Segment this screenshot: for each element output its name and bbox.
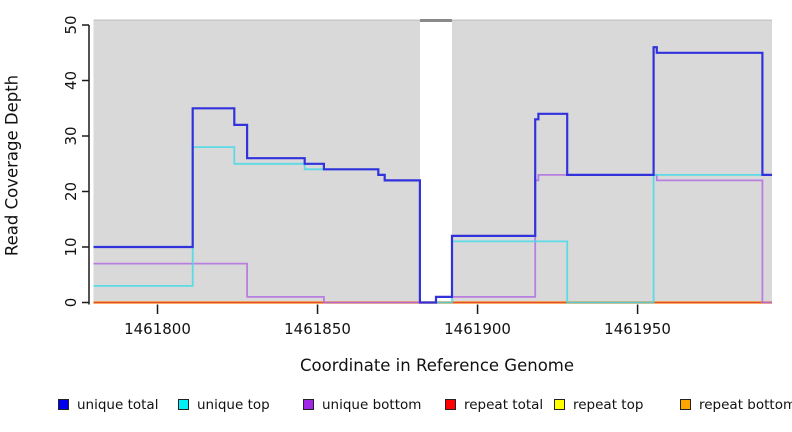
- legend-label: repeat top: [573, 397, 644, 413]
- x-tick-label: 1461900: [444, 320, 511, 338]
- x-tick-label: 1461950: [604, 320, 671, 338]
- y-tick-label: 40: [62, 71, 80, 90]
- shaded-region: [93, 19, 420, 304]
- legend-label: unique bottom: [322, 397, 422, 413]
- y-tick-label: 50: [62, 15, 80, 34]
- legend-swatch-icon: [58, 399, 69, 410]
- legend-swatch-icon: [303, 399, 314, 410]
- unique-total-line: [93, 46, 772, 304]
- legend-label: repeat bottom: [699, 397, 792, 413]
- y-tick-label: 20: [62, 182, 80, 201]
- shaded-region: [451, 19, 772, 304]
- y-tick-label: 0: [62, 298, 80, 308]
- x-tick-label: 1461850: [284, 320, 351, 338]
- legend-swatch-icon: [680, 399, 691, 410]
- y-tick-label: 10: [62, 237, 80, 256]
- legend-label: unique total: [77, 397, 159, 413]
- legend-swatch-icon: [445, 399, 456, 410]
- legend-label: unique top: [197, 397, 270, 413]
- unique-bottom-line: [93, 174, 772, 304]
- x-axis-title: Coordinate in Reference Genome: [299, 356, 575, 375]
- legend-swatch-icon: [178, 399, 189, 410]
- x-tick-label: 1461800: [124, 320, 191, 338]
- legend-swatch-icon: [554, 399, 565, 410]
- legend-label: repeat total: [464, 397, 544, 413]
- y-axis-title: Read Coverage Depth: [2, 74, 22, 257]
- y-tick-label: 30: [62, 126, 80, 145]
